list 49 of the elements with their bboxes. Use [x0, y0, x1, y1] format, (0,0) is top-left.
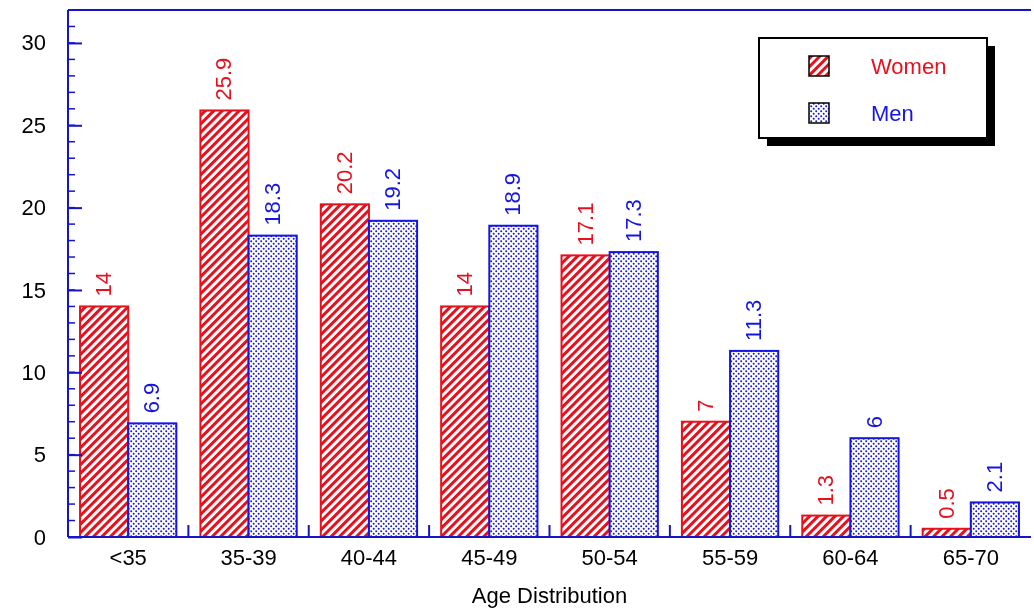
bar [680, 420, 732, 538]
bar [440, 305, 491, 538]
data-label: 18.9 [500, 172, 526, 216]
x-tick-label: 55-59 [701, 544, 759, 570]
bar [247, 234, 298, 538]
y-tick-label: 15 [21, 277, 46, 303]
y-tick-label: 0 [33, 524, 46, 550]
data-label: 2.1 [981, 461, 1007, 493]
x-tick-label: 60-64 [822, 544, 879, 570]
y-tick-label: 30 [21, 30, 46, 56]
bar [608, 251, 659, 538]
data-label: 6.9 [139, 382, 165, 414]
x-tick-label: 35-39 [220, 544, 277, 570]
data-label: 20.2 [331, 151, 357, 195]
bar [488, 224, 539, 538]
data-label: 7 [692, 399, 718, 412]
x-tick-label: 65-70 [942, 544, 999, 570]
y-tick-label: 25 [21, 112, 46, 138]
x-tick-label: 40-44 [340, 544, 398, 570]
bar [849, 437, 900, 538]
legend-label: Men [871, 101, 914, 126]
bar [127, 422, 178, 538]
bar [199, 109, 250, 538]
data-label: 14 [452, 271, 478, 297]
data-label: 17.1 [572, 202, 598, 246]
bar [367, 219, 419, 538]
bar [319, 203, 370, 538]
bar [969, 501, 1020, 538]
data-label: 25.9 [211, 57, 237, 101]
data-label: 14 [91, 271, 117, 297]
y-tick-label: 10 [21, 359, 46, 385]
data-label: 6 [861, 415, 887, 429]
bar [801, 514, 852, 538]
data-label: 17.3 [620, 199, 646, 243]
x-axis-title: Age Distribution [471, 583, 628, 608]
y-tick-label: 5 [33, 442, 46, 468]
legend-label: Women [871, 54, 947, 79]
bar [560, 254, 611, 538]
data-label: 1.3 [813, 475, 839, 506]
x-tick-label: <35 [109, 544, 147, 570]
data-label: 11.3 [741, 299, 767, 341]
data-label: 19.2 [380, 167, 406, 211]
bar [729, 349, 780, 538]
x-tick-label: 45-49 [461, 544, 518, 570]
bar [79, 305, 130, 538]
data-label: 18.3 [259, 182, 285, 226]
data-label: 0.5 [933, 488, 959, 519]
y-tick-label: 20 [21, 195, 46, 221]
x-tick-label: 50-54 [581, 544, 638, 570]
